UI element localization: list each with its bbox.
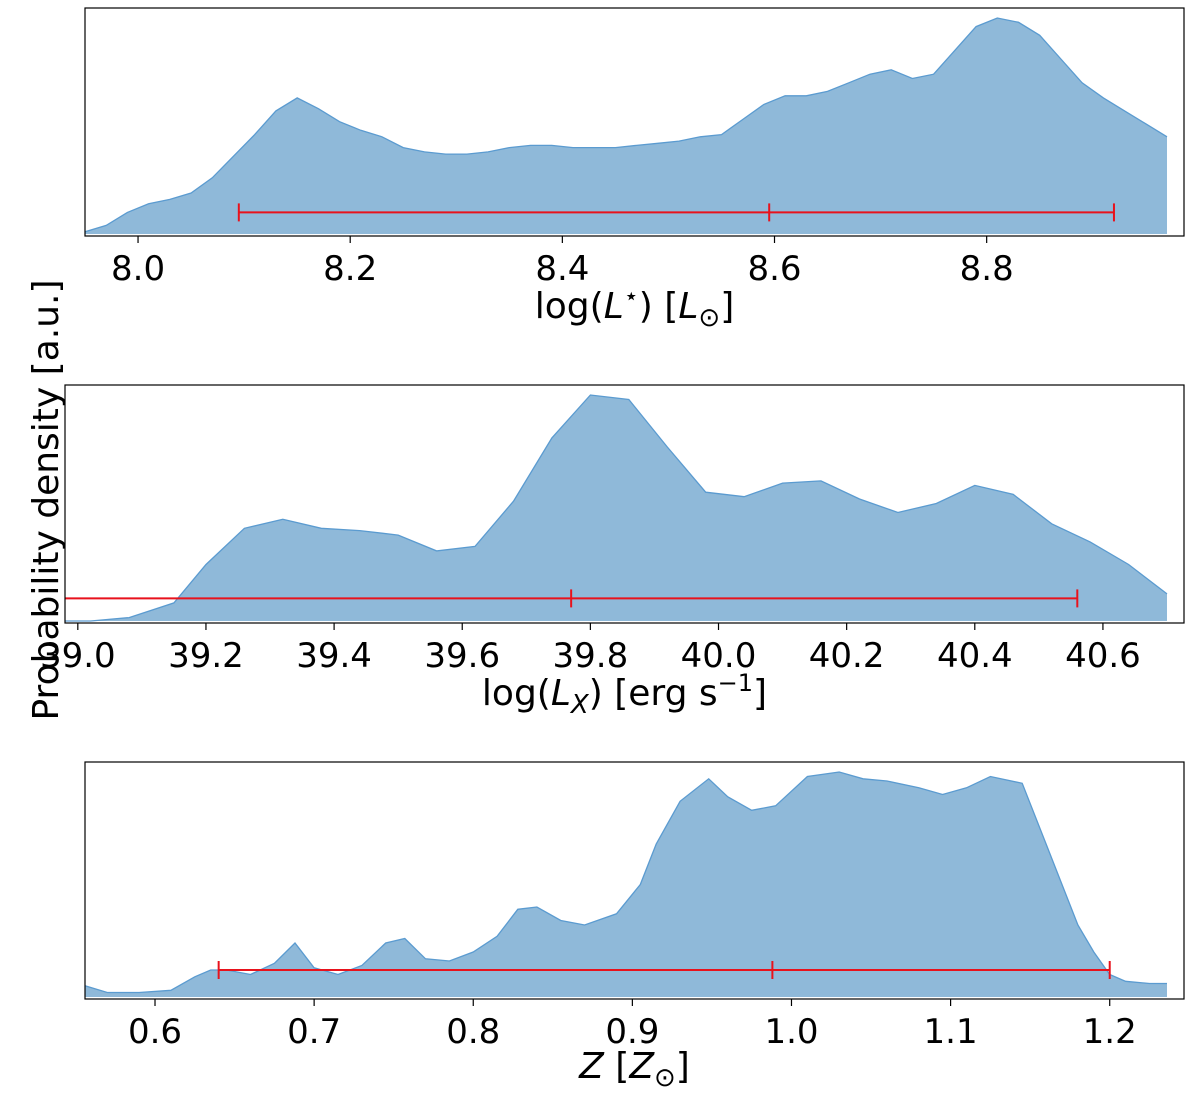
panel-x-ray-luminosity: 39.0 39.2 39.4 39.6 39.8 40.0 40.2 40.4 40.6 log(… bbox=[40, 384, 1185, 720]
x-tick-label: 8.8 bbox=[960, 249, 1014, 289]
x-tick-label: 39.8 bbox=[553, 636, 629, 676]
x-tick-label: 0.8 bbox=[446, 1012, 500, 1052]
panel-luminosity: 8.0 8.2 8.4 8.6 8.8 log(L⋆) [L⊙] bbox=[84, 7, 1185, 333]
x-tick-label: 0.7 bbox=[287, 1012, 341, 1052]
x-tick-label: 40.2 bbox=[809, 636, 885, 676]
x-axis-label: Z [Z⊙] bbox=[578, 1046, 690, 1093]
x-tick-label: 0.9 bbox=[605, 1012, 659, 1052]
x-tick-label: 8.4 bbox=[535, 249, 589, 289]
x-tick-label: 8.2 bbox=[323, 249, 377, 289]
x-tick-label: 1.2 bbox=[1083, 1012, 1137, 1052]
x-tick-label: 40.6 bbox=[1065, 636, 1141, 676]
x-tick-label: 39.4 bbox=[296, 636, 372, 676]
x-tick-label: 39.6 bbox=[424, 636, 500, 676]
axes-frame bbox=[84, 7, 1185, 237]
shared-y-axis-label: Probability density [a.u.] bbox=[26, 279, 67, 720]
x-tick-label: 40.0 bbox=[681, 636, 757, 676]
x-tick-label: 40.4 bbox=[937, 636, 1013, 676]
x-tick-label: 1.0 bbox=[764, 1012, 818, 1052]
x-tick-label: 0.6 bbox=[128, 1012, 182, 1052]
x-axis-label: log(L⋆) [L⊙] bbox=[535, 282, 734, 333]
x-axis-label: log(LX) [erg s−1] bbox=[482, 669, 767, 720]
x-tick-label: 8.6 bbox=[747, 249, 801, 289]
density-curve bbox=[84, 771, 1167, 994]
x-tick-label: 8.0 bbox=[111, 249, 165, 289]
x-tick-label: 39.2 bbox=[168, 636, 244, 676]
axes-frame bbox=[84, 761, 1185, 1000]
density-curve bbox=[84, 17, 1168, 233]
x-tick-label: 1.1 bbox=[924, 1012, 978, 1052]
density-fill bbox=[65, 395, 1167, 621]
density-fill bbox=[85, 18, 1167, 234]
axes-frame bbox=[64, 384, 1185, 624]
density-fill bbox=[85, 772, 1167, 997]
x-tick-label: 39.0 bbox=[40, 636, 116, 676]
density-curve bbox=[65, 394, 1168, 622]
panel-metallicity: 0.6 0.7 0.8 0.9 1.0 1.1 1.2 Z [Z⊙] bbox=[84, 761, 1185, 1093]
